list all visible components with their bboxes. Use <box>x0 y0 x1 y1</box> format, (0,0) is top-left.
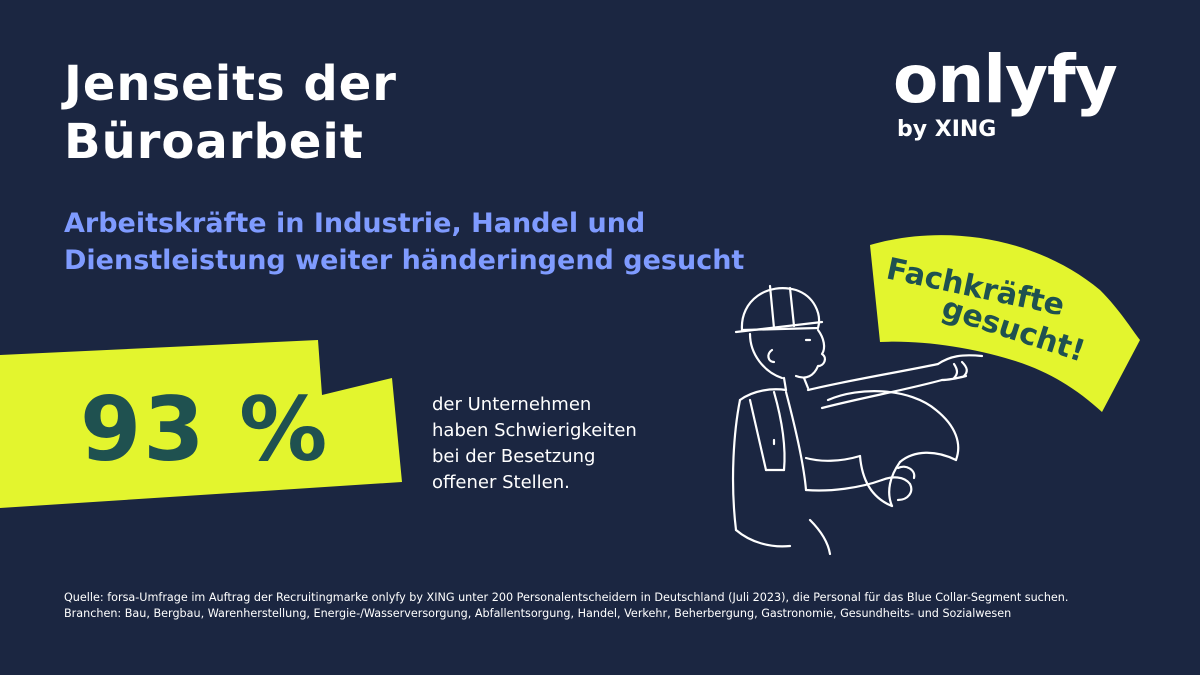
source-line-2: Branchen: Bau, Bergbau, Warenherstellung… <box>64 607 1012 620</box>
logo-wordmark: onlyfy <box>893 41 1118 118</box>
stat-description-line-2: haben Schwierigkeiten <box>432 420 637 441</box>
stat-description-line-3: bei der Besetzung <box>432 446 596 467</box>
stat-description: der Unternehmen haben Schwierigkeiten be… <box>432 392 732 496</box>
title-line-2: Büroarbeit <box>64 114 364 170</box>
subtitle: Arbeitskräfte in Industrie, Handel und D… <box>64 205 744 279</box>
stat-description-line-1: der Unternehmen <box>432 394 592 415</box>
worker-pointing-illustration <box>731 284 984 555</box>
subtitle-line-2: Dienstleistung weiter händeringend gesuc… <box>64 245 745 276</box>
stat-description-line-4: offener Stellen. <box>432 472 570 493</box>
onlyfy-logo: onlyfy by XING <box>893 41 1143 143</box>
source-line-1: Quelle: forsa-Umfrage im Auftrag der Rec… <box>64 591 1069 604</box>
title-line-1: Jenseits der <box>64 56 397 112</box>
subtitle-line-1: Arbeitskräfte in Industrie, Handel und <box>64 208 646 239</box>
logo-tagline: by XING <box>897 117 997 142</box>
page-title: Jenseits der Büroarbeit <box>64 55 397 171</box>
stat-value: 93 % <box>80 378 330 481</box>
source-note: Quelle: forsa-Umfrage im Auftrag der Rec… <box>64 590 1154 622</box>
